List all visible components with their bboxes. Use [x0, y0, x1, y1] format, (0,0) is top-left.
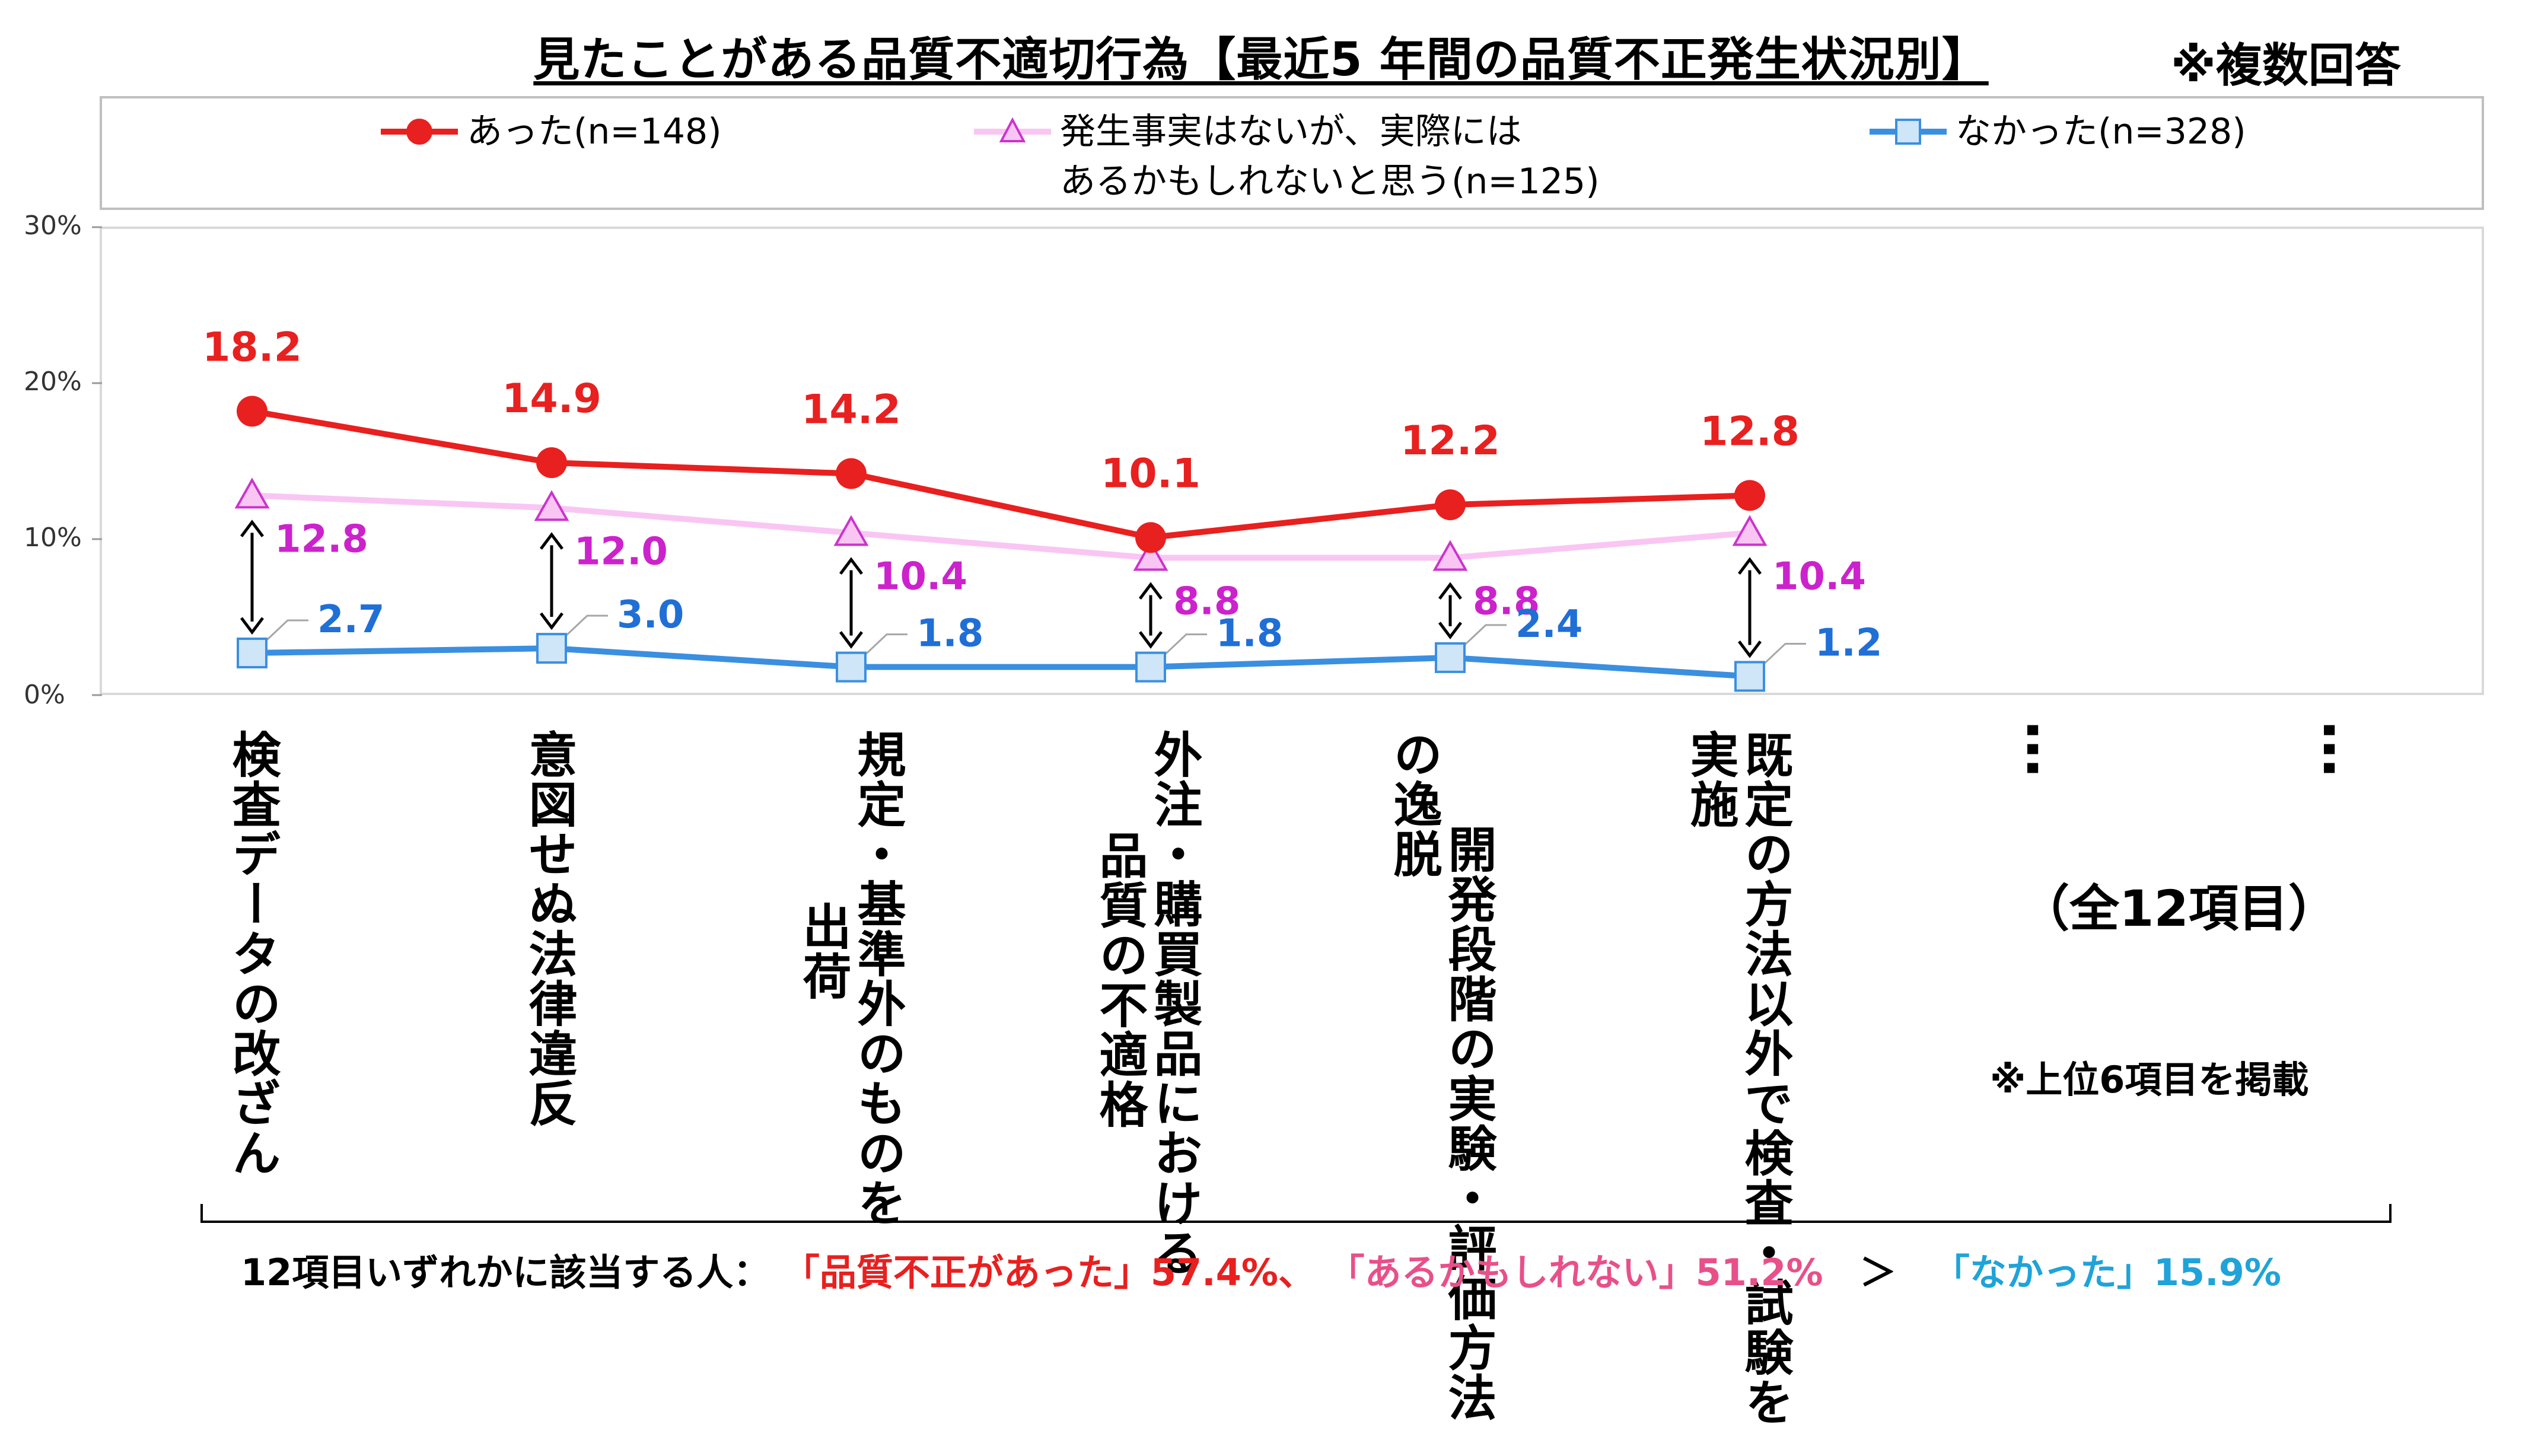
summary-line: 12項目いずれかに該当する人： 「品質不正があった」57.4%、 「あるかもしれ…	[0, 1242, 2522, 1296]
series3-leader-line	[565, 614, 608, 636]
gap-arrow-head-up	[1139, 582, 1163, 600]
series1-point	[1135, 522, 1166, 553]
legend-label-series1: あった(n=148)	[467, 111, 722, 152]
top6-note: ※上位6項目を掲載	[1990, 1058, 2309, 1101]
series2-line	[251, 492, 1750, 561]
series3-data-label: 2.4	[1515, 603, 1582, 646]
series3-data-label: 1.8	[1216, 612, 1283, 656]
series3-leader-line	[1164, 633, 1207, 655]
series3-leader-line	[1763, 642, 1806, 664]
series1-data-label: 12.2	[1400, 418, 1500, 464]
summary-part3: 「なかった」15.9%	[1932, 1251, 2281, 1294]
series1-point	[536, 447, 567, 479]
legend-label-series2-line1: 発生事実はないが、実際には	[1060, 111, 1522, 152]
series1-point	[1734, 480, 1765, 511]
series2-point	[1133, 540, 1168, 571]
series3-point	[237, 637, 268, 668]
series1-point	[1435, 489, 1466, 521]
series1-data-label: 12.8	[1700, 408, 1800, 455]
series3-data-label: 1.2	[1815, 621, 1882, 665]
series3-point	[836, 651, 867, 683]
ellipsis-mark: …	[2310, 721, 2377, 778]
series2-data-label: 8.8	[1173, 580, 1240, 624]
series2-point	[833, 515, 869, 546]
category-label-2: 意図せぬ法律違反	[520, 729, 577, 1128]
series2-point	[534, 490, 569, 521]
category-label-1: 検査データの改ざん	[224, 729, 280, 1178]
gap-arrow-head-down	[540, 612, 563, 630]
gap-arrow-head-down	[1139, 631, 1163, 649]
series1-point	[836, 458, 867, 489]
gap-arrow-head-down	[839, 631, 863, 649]
legend-marker-series2	[974, 117, 1051, 142]
total-items-note: （全12項目）	[2020, 880, 2338, 938]
category-label-5: 開発段階の実験・評価方法の逸脱	[1385, 729, 1496, 1422]
legend-marker-series1	[381, 119, 458, 145]
y-tick-label: 0%	[24, 680, 65, 710]
gap-arrow-head-up	[1738, 557, 1762, 575]
series3-point	[1135, 651, 1166, 683]
category-label-3: 規定・基準外のものを出荷	[794, 729, 905, 1228]
legend: あった(n=148) 発生事実はないが、実際には あるかもしれないと思う(n=1…	[100, 96, 2484, 210]
gap-arrow-head-down	[1738, 640, 1762, 658]
legend-marker-series3	[1870, 119, 1947, 145]
series3-leader-line	[266, 619, 308, 641]
summary-part1: 「品質不正があった」57.4%、	[782, 1251, 1315, 1294]
series2-data-label: 10.4	[874, 555, 967, 598]
legend-label-series2-line2: あるかもしれないと思う(n=125)	[1060, 161, 1600, 202]
plot-area-frame	[100, 227, 2484, 695]
category-label-6: 既定の方法以外で検査・試験を実施	[1682, 729, 1792, 1427]
series3-point	[536, 633, 567, 664]
series2-data-label: 12.8	[275, 517, 368, 561]
chart-title: 見たことがある品質不適切行為【最近5 年間の品質不正発生状況別】	[533, 33, 1989, 87]
series3-data-label: 3.0	[617, 593, 684, 637]
series2-data-label: 12.0	[574, 530, 668, 574]
series2-point	[234, 477, 270, 509]
series1-data-label: 14.9	[502, 375, 601, 422]
category-label-4: 外注・購買製品における品質の不適格	[1091, 729, 1202, 1277]
ellipsis-mark: …	[2014, 721, 2080, 778]
y-tick-label: 10%	[24, 522, 82, 553]
series3-leader-line	[1464, 624, 1507, 645]
series2-point	[1432, 540, 1468, 571]
summary-gt: ＞	[1859, 1251, 1897, 1294]
series2-data-label: 10.4	[1772, 555, 1866, 598]
series1-point	[237, 396, 268, 427]
series2-point	[1732, 515, 1768, 546]
gap-arrow-head-up	[240, 520, 264, 537]
gap-arrow-head-up	[540, 532, 563, 550]
gap-arrow-head-down	[240, 617, 264, 635]
gap-arrow-head-up	[1438, 582, 1462, 600]
series1-data-label: 14.2	[801, 387, 901, 434]
category-bracket	[200, 1204, 2392, 1223]
legend-label-series3: なかった(n=328)	[1956, 111, 2246, 152]
gap-arrow-head-up	[839, 557, 863, 575]
series3-line	[251, 645, 1750, 680]
series3-point	[1734, 661, 1765, 692]
multiple-answer-note: ※複数回答	[2171, 39, 2401, 93]
series3-leader-line	[865, 633, 907, 655]
series3-data-label: 1.8	[916, 612, 983, 656]
series1-data-label: 10.1	[1101, 450, 1201, 497]
summary-prefix: 12項目いずれかに該当する人：	[241, 1251, 770, 1294]
y-tick-label: 30%	[24, 211, 82, 241]
series2-data-label: 8.8	[1473, 580, 1540, 624]
series1-data-label: 18.2	[202, 324, 302, 371]
summary-part2: 「あるかもしれない」51.2%	[1327, 1251, 1823, 1294]
y-tick-label: 20%	[24, 367, 82, 397]
series3-data-label: 2.7	[317, 598, 384, 642]
series1-line	[251, 408, 1750, 541]
series3-point	[1435, 642, 1466, 673]
gap-arrow-head-down	[1438, 622, 1462, 640]
